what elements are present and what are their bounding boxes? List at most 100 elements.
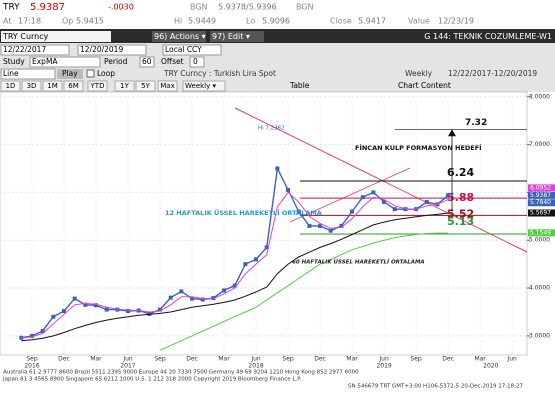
price-bar (360, 195, 365, 200)
quote-op_label: Op (62, 17, 73, 26)
button[interactable] (114, 80, 135, 92)
offset-input[interactable]: 0 (193, 57, 198, 66)
footer-line: Australia 61 2 9777 8600 Brazil 5511 239… (3, 370, 359, 376)
x-tick-label: Dec (442, 356, 454, 363)
end-date[interactable]: 12/20/2019 (80, 45, 123, 54)
x-tick-label: Jun (378, 356, 389, 363)
price-bar (168, 295, 173, 300)
year-label: 2020 (483, 363, 498, 370)
chart-name: TRY Curncy : Turkish Lira Spot (163, 69, 276, 78)
price-bar (126, 309, 130, 314)
period-input[interactable]: 60 (142, 57, 152, 66)
range-button[interactable]: 5Y (141, 82, 150, 90)
price-bar (382, 199, 387, 204)
table-button[interactable]: Table (289, 81, 310, 90)
price-bar (83, 302, 88, 307)
price-bar (371, 190, 376, 195)
button[interactable] (157, 80, 178, 92)
range-button[interactable]: 1M (47, 82, 58, 90)
price-bar (179, 289, 184, 294)
price-bar (93, 303, 98, 308)
price-bar (446, 193, 451, 198)
button[interactable] (87, 80, 108, 92)
range-button[interactable]: 1D (6, 82, 16, 90)
range-button[interactable]: 6M (68, 82, 79, 90)
price-bar (19, 335, 24, 340)
footer-line: SN 546679 TRT GMT+3:00 H106-5372-5 20-De… (348, 384, 523, 390)
line-select[interactable]: Line (3, 69, 19, 78)
legend-note: 60 HAFTALIK ÜSSEL HAREKETLİ ORTALAMA (292, 259, 425, 266)
price-bar (61, 309, 66, 314)
button[interactable] (135, 80, 156, 92)
button[interactable] (57, 69, 83, 79)
series-line (21, 191, 449, 339)
button[interactable] (152, 31, 206, 42)
currency-select[interactable]: Local CCY (165, 45, 202, 54)
button[interactable] (182, 80, 226, 92)
button[interactable] (210, 31, 264, 42)
price-bar (232, 283, 237, 288)
input-box[interactable] (1, 31, 111, 42)
input-box[interactable] (77, 44, 147, 56)
x-tick-label: Sep (410, 356, 422, 363)
quote-open: 5.9415 (76, 17, 104, 26)
legend-note: 12 HAFTALIK ÜSSEL HAREKETLİ ORTALAMA (165, 208, 322, 217)
price-bar (264, 245, 269, 250)
year-label: 2019 (376, 363, 391, 370)
range-button[interactable]: 3D (27, 82, 37, 90)
last-value-box (528, 229, 555, 237)
input-box[interactable] (189, 56, 205, 68)
security-input[interactable]: TRY Curncy (2, 32, 49, 41)
price-bar (29, 333, 34, 338)
start-date[interactable]: 12/22/2017 (3, 45, 46, 54)
button[interactable] (42, 80, 63, 92)
x-tick-label: Sep (26, 356, 38, 363)
quote-ask_src: BGN (296, 3, 314, 12)
edit-menu[interactable]: 97) Edit ▾ (212, 32, 250, 41)
y-tick-label: 4.0000 (529, 285, 550, 292)
quote-value_label: Value (408, 17, 430, 26)
range-button[interactable]: YTD (90, 82, 105, 90)
plot-area (0, 91, 528, 356)
button[interactable] (63, 80, 84, 92)
actions-menu[interactable]: 96) Actions ▾ (154, 32, 206, 41)
last-value-label: 5.5697 (530, 209, 551, 216)
page-title: G 144: TEKNIK COZUMLEME-W1 (424, 32, 552, 41)
button[interactable] (0, 80, 21, 92)
quote-low: 5.9096 (262, 17, 290, 26)
input-box[interactable] (162, 44, 222, 56)
range-button[interactable]: Max (160, 82, 174, 90)
price-bar (158, 307, 163, 312)
last-value-label: 5.9387 (530, 192, 551, 199)
play-button[interactable]: Play (62, 69, 78, 78)
price-bar (296, 209, 301, 214)
x-tick-label: Jun (122, 356, 133, 363)
range-button[interactable]: 1Y (120, 82, 129, 90)
quote-value_date: 12/23/19 (438, 17, 474, 26)
price-bar (72, 296, 77, 301)
price-bar (275, 166, 280, 171)
high-label: Hi 7.2362 (258, 126, 285, 132)
year-label: 2018 (248, 363, 263, 370)
price-bar (318, 223, 323, 228)
input-box[interactable] (139, 56, 155, 68)
interval-select[interactable]: Weekly ▾ (185, 82, 216, 90)
target-note: FİNCAN KULP FORMASYON HEDEFİ (355, 143, 482, 152)
study-select[interactable]: ExpMA (32, 57, 58, 66)
input-box[interactable] (29, 56, 101, 68)
quote-bid_src: BGN (190, 3, 208, 12)
quote-lo_label: Lo (246, 17, 255, 26)
quote-hi_label: Hi (174, 17, 182, 26)
input-box[interactable] (0, 68, 56, 80)
x-tick-label: Mar (474, 356, 486, 363)
loop-toggle[interactable]: Loop (97, 69, 115, 78)
x-tick-label: Dec (58, 356, 70, 363)
checkbox[interactable] (86, 69, 95, 78)
quote-close_label: Close (330, 17, 352, 26)
chart-content-button[interactable]: Chart Content (398, 81, 451, 90)
period-label: Period (104, 57, 128, 66)
title-bar (0, 29, 555, 43)
button[interactable] (21, 80, 42, 92)
input-box[interactable] (0, 44, 70, 56)
